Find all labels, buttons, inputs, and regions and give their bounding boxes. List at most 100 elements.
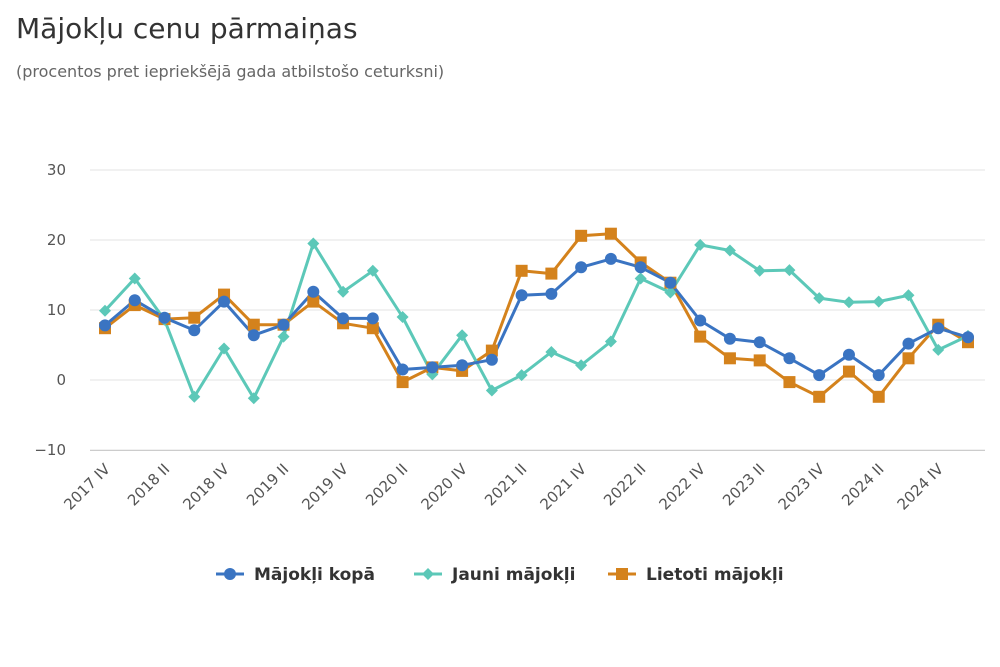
data-point bbox=[188, 390, 201, 403]
data-point bbox=[218, 342, 231, 355]
data-point bbox=[456, 359, 469, 372]
data-point bbox=[723, 332, 736, 345]
data-point bbox=[456, 329, 469, 342]
data-point bbox=[515, 264, 528, 277]
data-point bbox=[307, 285, 320, 298]
data-point bbox=[753, 336, 766, 349]
x-tick-label: 2023 II bbox=[719, 460, 768, 509]
data-point bbox=[694, 330, 707, 343]
data-point bbox=[723, 244, 736, 257]
data-point bbox=[902, 337, 915, 350]
data-point bbox=[366, 322, 379, 335]
data-point bbox=[128, 272, 141, 285]
data-point bbox=[247, 329, 260, 342]
y-tick-label: 30 bbox=[47, 161, 66, 179]
data-point bbox=[515, 369, 528, 382]
data-point bbox=[962, 331, 974, 344]
data-point bbox=[396, 363, 409, 376]
data-point bbox=[515, 289, 528, 302]
data-point bbox=[753, 264, 766, 277]
data-point bbox=[99, 319, 111, 332]
data-point bbox=[604, 227, 617, 240]
x-tick-label: 2022 II bbox=[600, 460, 649, 509]
data-point bbox=[366, 264, 379, 277]
y-tick-label: 0 bbox=[56, 371, 66, 389]
data-point bbox=[604, 252, 617, 265]
data-point bbox=[902, 352, 915, 365]
data-point bbox=[247, 392, 260, 405]
data-point bbox=[842, 365, 855, 378]
data-point bbox=[783, 352, 796, 365]
x-tick-label: 2018 II bbox=[124, 460, 173, 509]
data-point bbox=[575, 261, 588, 274]
data-point bbox=[426, 361, 439, 374]
data-point bbox=[664, 286, 677, 299]
data-point bbox=[872, 390, 885, 403]
data-point bbox=[813, 390, 826, 403]
data-point bbox=[902, 289, 915, 302]
x-tick-label: 2019 II bbox=[243, 460, 292, 509]
data-point bbox=[545, 267, 558, 280]
data-point bbox=[694, 238, 707, 251]
data-point bbox=[485, 384, 498, 397]
legend-marker bbox=[616, 568, 628, 580]
x-tick-label: 2018 IV bbox=[179, 460, 233, 514]
data-point bbox=[396, 376, 409, 389]
data-point bbox=[783, 264, 796, 277]
data-point bbox=[694, 314, 707, 327]
legend-marker bbox=[422, 568, 434, 580]
data-point bbox=[813, 292, 826, 305]
x-tick-label: 2023 IV bbox=[775, 460, 829, 514]
data-point bbox=[634, 261, 647, 274]
data-point bbox=[783, 376, 796, 389]
data-point bbox=[575, 229, 588, 242]
data-point bbox=[575, 359, 588, 372]
data-point bbox=[545, 287, 558, 300]
x-tick-label: 2019 IV bbox=[298, 460, 352, 514]
data-point bbox=[366, 312, 379, 325]
data-point bbox=[307, 295, 320, 308]
data-point bbox=[188, 324, 201, 337]
legend-label[interactable]: Mājokļi kopā bbox=[254, 565, 375, 585]
data-point bbox=[842, 296, 855, 309]
data-point bbox=[188, 311, 201, 324]
legend-marker bbox=[224, 568, 236, 580]
x-tick-label: 2017 IV bbox=[60, 460, 114, 514]
x-tick-label: 2022 IV bbox=[656, 460, 710, 514]
legend-label[interactable]: Lietoti mājokļi bbox=[646, 565, 784, 585]
data-point bbox=[158, 311, 171, 324]
data-point bbox=[932, 322, 945, 335]
data-point bbox=[485, 353, 498, 366]
series-line bbox=[103, 257, 970, 377]
data-point bbox=[545, 346, 558, 358]
series-line bbox=[103, 242, 970, 400]
legend-label[interactable]: Jauni mājokļi bbox=[451, 565, 575, 585]
data-point bbox=[634, 272, 647, 285]
data-point bbox=[128, 294, 141, 307]
data-point bbox=[753, 354, 766, 367]
data-point bbox=[337, 285, 350, 298]
y-tick-label: −10 bbox=[34, 441, 66, 459]
data-point bbox=[604, 335, 617, 348]
data-point bbox=[247, 318, 260, 331]
x-tick-label: 2020 IV bbox=[417, 460, 471, 514]
x-tick-label: 2024 IV bbox=[894, 460, 948, 514]
data-point bbox=[307, 237, 320, 250]
data-point bbox=[813, 369, 826, 382]
data-point bbox=[218, 295, 231, 308]
data-point bbox=[277, 330, 290, 343]
chart-subtitle: (procentos pret iepriekšējā gada atbilst… bbox=[16, 62, 445, 81]
data-point bbox=[396, 311, 409, 323]
data-point bbox=[99, 304, 111, 317]
data-point bbox=[872, 295, 885, 308]
x-tick-label: 2021 IV bbox=[536, 460, 590, 514]
data-point bbox=[485, 344, 498, 357]
data-point bbox=[842, 348, 855, 361]
data-point bbox=[337, 312, 350, 325]
x-tick-label: 2020 II bbox=[362, 460, 411, 509]
data-point bbox=[723, 352, 736, 365]
data-point bbox=[277, 318, 290, 331]
data-point bbox=[872, 369, 885, 382]
